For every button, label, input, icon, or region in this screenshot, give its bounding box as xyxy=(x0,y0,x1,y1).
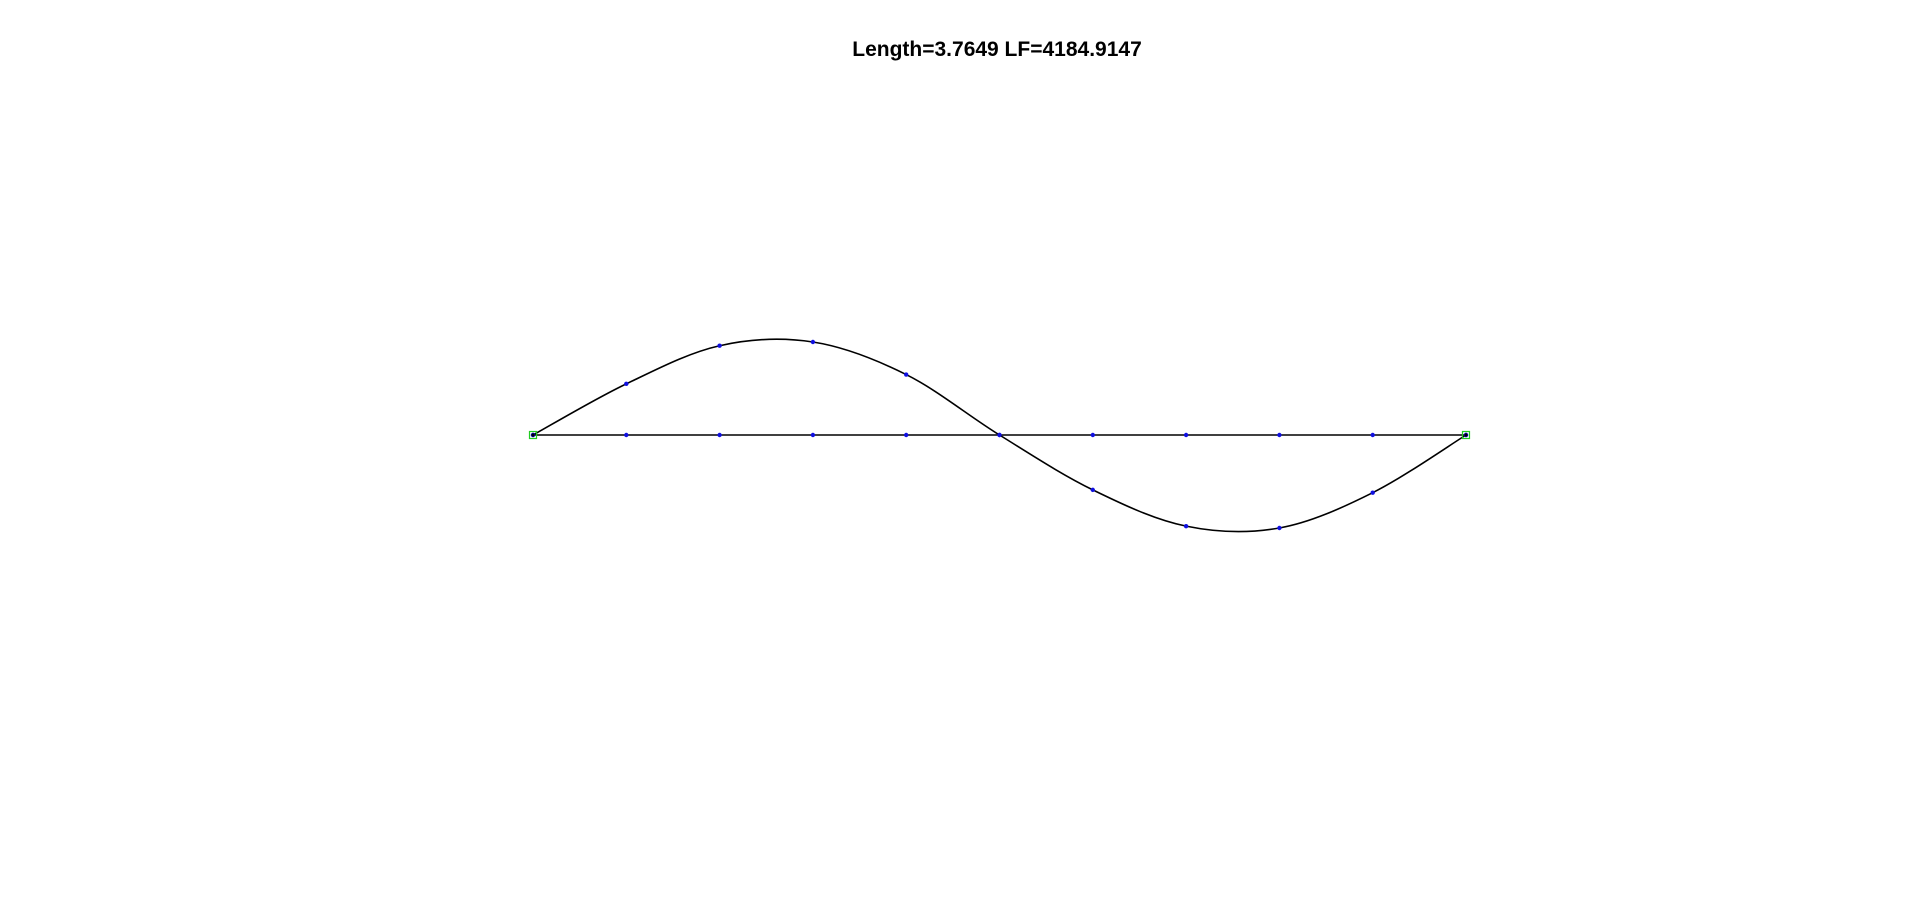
deflected-node-9 xyxy=(1370,490,1375,495)
baseline-node-9 xyxy=(1370,432,1375,438)
deflected-node-8 xyxy=(1277,525,1282,531)
chart-title: Length=3.7649 LF=4184.9147 xyxy=(852,38,1142,61)
deflected-node-7 xyxy=(1183,523,1189,529)
baseline-node-7 xyxy=(1183,432,1189,438)
deflected-node-6 xyxy=(1090,487,1096,493)
baseline-node-2 xyxy=(717,432,722,438)
support-marker-0 xyxy=(528,430,538,440)
baseline-node-1 xyxy=(624,432,629,438)
support-node-0 xyxy=(531,433,535,437)
deflected-node-5 xyxy=(997,432,1002,438)
deflected-node-2 xyxy=(717,343,722,348)
baseline-node-3 xyxy=(810,432,816,438)
baseline-node-4 xyxy=(904,432,909,438)
deflected-node-1 xyxy=(624,381,629,387)
baseline-node-8 xyxy=(1277,432,1282,438)
baseline-node-6 xyxy=(1090,432,1096,438)
deflected-node-4 xyxy=(904,372,909,377)
deflected-node-3 xyxy=(810,339,816,345)
support-marker-1 xyxy=(1461,430,1471,440)
support-node-1 xyxy=(1464,433,1468,437)
